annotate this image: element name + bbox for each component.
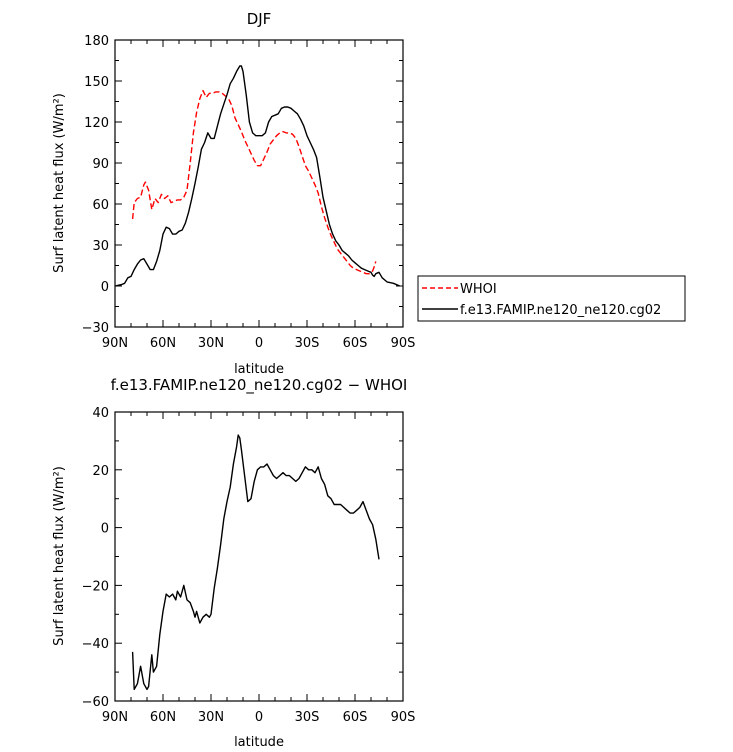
top-panel-y-tick-label: −30: [82, 321, 109, 336]
top-panel-y-tick-label: 150: [84, 75, 109, 90]
bottom-panel-x-tick-label: 30N: [198, 710, 224, 725]
top-panel-series: [114, 65, 401, 287]
bottom-panel-series: [131, 434, 380, 691]
top-panel-x-tick-label: 60N: [150, 336, 176, 351]
bottom-panel-y-tick-label: −20: [82, 579, 109, 594]
bottom-panel-y-axis-label: Surf latent heat flux (W/m²): [52, 466, 67, 646]
bottom-panel-y-tick-label: −60: [82, 695, 109, 710]
bottom-panel: f.e13.FAMIP.ne120_ne120.cg02 − WHOI 90N 6…: [52, 376, 415, 750]
top-panel-title: DJF: [247, 10, 272, 28]
legend-label-whoi: WHOI: [460, 282, 497, 297]
top-panel-y-axis-label: Surf latent heat flux (W/m²): [52, 93, 67, 273]
bottom-panel-y-tick-label: 40: [92, 406, 109, 421]
bottom-panel-title: f.e13.FAMIP.ne120_ne120.cg02 − WHOI: [111, 376, 408, 395]
bottom-panel-x-tick-label: 30S: [295, 710, 320, 725]
top-panel-axes: 90N 60N 30N 0 30S 60S 90S −30 0 30 60 90 120 150 180: [82, 34, 416, 351]
bottom-panel-frame: [114, 411, 404, 702]
series-line-difference: [131, 434, 380, 691]
top-panel-y-tick-label: 60: [92, 198, 109, 213]
top-panel-y-tick-label: 0: [101, 280, 109, 295]
bottom-panel-y-tick-label: −40: [82, 637, 109, 652]
series-line-model: [114, 65, 401, 287]
top-panel-x-tick-label: 90S: [391, 336, 416, 351]
top-panel-frame: [114, 39, 404, 328]
legend: WHOI f.e13.FAMIP.ne120_ne120.cg02: [417, 275, 686, 322]
top-panel-x-tick-label: 0: [255, 336, 263, 351]
series-line-whoi: [131, 89, 377, 275]
top-panel-y-tick-label: 90: [92, 157, 109, 172]
bottom-panel-x-axis-label: latitude: [234, 735, 284, 750]
bottom-panel-y-tick-label: 0: [101, 522, 109, 537]
top-panel-x-tick-label: 30N: [198, 336, 224, 351]
top-panel-x-tick-label: 60S: [343, 336, 368, 351]
bottom-panel-x-tick-label: 60S: [343, 710, 368, 725]
legend-label-model: f.e13.FAMIP.ne120_ne120.cg02: [460, 303, 661, 318]
top-panel: DJF 90N 60N 30N 0 30S 60S 90S −30 0 30 60 90 120 150 1…: [52, 10, 686, 377]
bottom-panel-y-tick-label: 20: [92, 464, 109, 479]
top-panel-y-tick-label: 180: [84, 34, 109, 49]
bottom-panel-x-tick-label: 0: [255, 710, 263, 725]
bottom-panel-axes: 90N 60N 30N 0 30S 60S 90S −60 −40 −20 0 20 40: [82, 406, 416, 725]
top-panel-x-axis-label: latitude: [234, 362, 284, 377]
bottom-panel-x-tick-label: 60N: [150, 710, 176, 725]
top-panel-y-tick-label: 30: [92, 239, 109, 254]
top-panel-x-tick-label: 30S: [295, 336, 320, 351]
top-panel-y-tick-label: 120: [84, 116, 109, 131]
bottom-panel-x-tick-label: 90N: [102, 710, 128, 725]
bottom-panel-x-tick-label: 90S: [391, 710, 416, 725]
legend-box: [417, 275, 686, 322]
top-panel-x-tick-label: 90N: [102, 336, 128, 351]
